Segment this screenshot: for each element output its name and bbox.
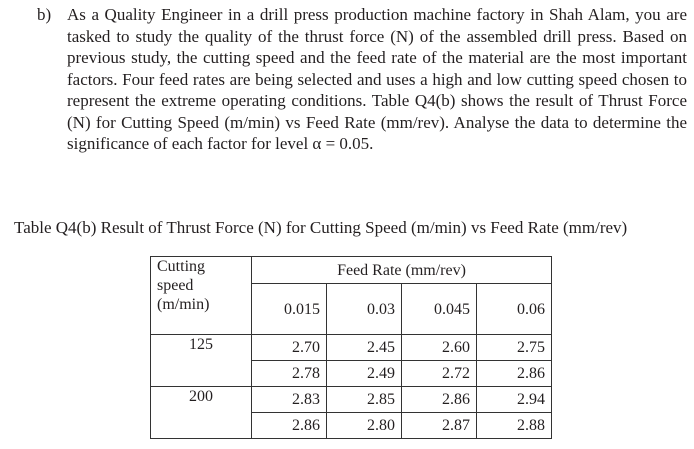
speed-cell: 125 bbox=[150, 334, 252, 387]
value-cell: 2.86 bbox=[476, 360, 552, 387]
value-cell: 2.49 bbox=[326, 360, 402, 387]
feed-rate-col: 0.015 bbox=[251, 283, 327, 335]
value-cell: 2.72 bbox=[401, 360, 477, 387]
question-text: As a Quality Engineer in a drill press p… bbox=[67, 5, 687, 153]
feed-rate-header: Feed Rate (mm/rev) bbox=[251, 256, 552, 284]
value-cell: 2.45 bbox=[326, 334, 402, 361]
value-cell: 2.86 bbox=[251, 412, 327, 439]
thrust-force-table: Cutting speed (m/min) Feed Rate (mm/rev)… bbox=[150, 256, 552, 439]
value-cell: 2.60 bbox=[401, 334, 477, 361]
cutting-speed-header-line: (m/min) bbox=[157, 296, 210, 313]
feed-rate-col: 0.06 bbox=[476, 283, 552, 335]
value-cell: 2.78 bbox=[251, 360, 327, 387]
value-cell: 2.70 bbox=[251, 334, 327, 361]
cutting-speed-header-line: speed bbox=[157, 277, 194, 294]
value-cell: 2.85 bbox=[326, 386, 402, 413]
cutting-speed-header: Cutting speed (m/min) bbox=[150, 256, 252, 335]
value-cell: 2.94 bbox=[476, 386, 552, 413]
table-caption: Table Q4(b) Result of Thrust Force (N) f… bbox=[14, 218, 628, 237]
value-cell: 2.88 bbox=[476, 412, 552, 439]
feed-rate-col: 0.03 bbox=[326, 283, 402, 335]
header-row-1: Cutting speed (m/min) Feed Rate (mm/rev) bbox=[150, 256, 552, 335]
table-row: 125 2.70 2.45 2.60 2.75 bbox=[150, 334, 552, 387]
question-label: b) bbox=[37, 5, 52, 24]
value-cell: 2.83 bbox=[251, 386, 327, 413]
value-cell: 2.87 bbox=[401, 412, 477, 439]
feed-rate-col: 0.045 bbox=[401, 283, 477, 335]
value-cell: 2.80 bbox=[326, 412, 402, 439]
table-row: 2.78 2.49 2.72 2.86 bbox=[151, 360, 552, 387]
table-row: 200 2.83 2.85 2.86 2.94 bbox=[150, 386, 552, 439]
cutting-speed-header-line: Cutting bbox=[157, 258, 206, 275]
table-row: 2.86 2.80 2.87 2.88 bbox=[151, 412, 552, 439]
value-cell: 2.86 bbox=[401, 386, 477, 413]
speed-cell: 200 bbox=[150, 386, 252, 439]
value-cell: 2.75 bbox=[476, 334, 552, 361]
header-row-2: 0.015 0.03 0.045 0.06 bbox=[151, 283, 552, 335]
